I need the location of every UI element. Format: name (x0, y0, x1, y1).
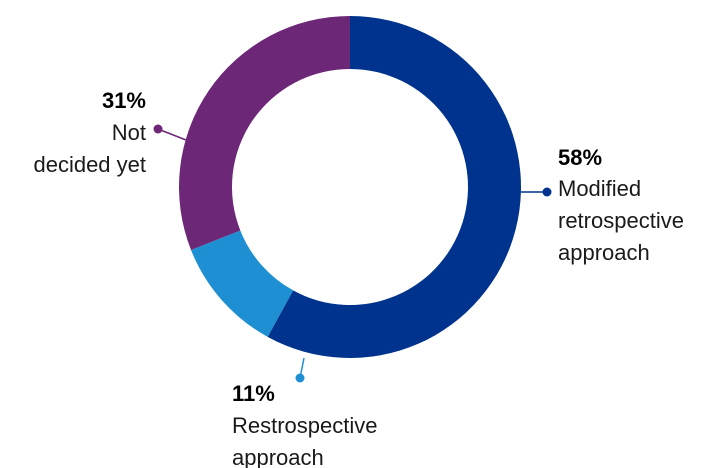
data-label-percent-3: 31% (102, 88, 146, 113)
data-label-percent-1: 58% (558, 145, 602, 170)
slice-label-1-line-3: approach (558, 240, 650, 265)
slice-label-3-line-2: decided yet (33, 152, 146, 177)
slices-layer (179, 16, 521, 358)
pie-slice-1 (267, 16, 521, 358)
leader-dot-3 (153, 124, 163, 134)
slice-label-2-line-2: approach (232, 445, 324, 468)
leader-line-3 (157, 128, 187, 141)
leader-dot-2 (295, 373, 305, 383)
slice-label-2-line-1: Restrospective (232, 413, 378, 438)
slice-label-3-line-1: Not (112, 120, 146, 145)
slice-label-1-line-2: retrospective (558, 208, 684, 233)
slice-label-1-line-1: Modified (558, 176, 641, 201)
labels-layer: 58% Modified retrospective approach 11% Restr… (33, 88, 683, 468)
data-label-percent-2: 11% (232, 381, 275, 406)
pie-slice-2 (191, 230, 294, 337)
pie-slice-3 (179, 16, 350, 250)
leader-dot-1 (542, 187, 552, 197)
